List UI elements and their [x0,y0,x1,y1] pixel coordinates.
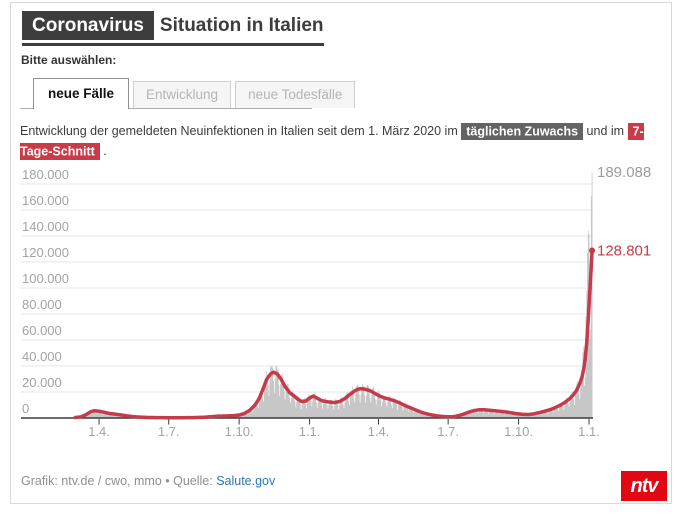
y-axis-label: 60.000 [22,323,62,338]
x-axis-label: 1.1. [578,424,600,439]
page-card: Coronavirus Situation in Italien Bitte au… [10,2,672,504]
source-link[interactable]: Salute.gov [216,474,276,488]
page-header: Coronavirus Situation in Italien [22,11,324,46]
y-axis-label: 160.000 [22,193,69,208]
description-text: Entwicklung der gemeldeten Neuinfektione… [20,124,462,138]
highlight-daily: täglichen Zuwachs [461,122,584,140]
chart-description: Entwicklung der gemeldeten Neuinfektione… [20,121,660,161]
description-text: und im [583,124,628,138]
x-axis-label: 1.7. [158,424,180,439]
x-axis-label: 1.4. [368,424,390,439]
daily-bars [74,172,593,418]
y-axis-label: 180.000 [22,167,69,182]
footer-credit: Grafik: ntv.de / cwo, mmo • Quelle: Salu… [21,474,275,488]
y-axis-label: 100.000 [22,271,69,286]
y-axis-label: 80.000 [22,297,62,312]
tab-neue-f-lle[interactable]: neue Fälle [33,78,130,109]
select-prompt: Bitte auswählen: [21,53,117,67]
x-axis-label: 1.10. [225,424,254,439]
tab-neue-todesf-lle[interactable]: neue Todesfälle [235,81,356,108]
y-axis-label: 20.000 [22,375,62,390]
x-axis-label: 1.1. [299,424,321,439]
y-axis-label: 140.000 [22,219,69,234]
x-axis-label: 1.7. [437,424,459,439]
tab-entwicklung[interactable]: Entwicklung [133,81,232,108]
ntv-logo: ntv [621,471,667,501]
avg-line [73,248,594,420]
coronavirus-badge: Coronavirus [22,11,154,40]
y-axis-label: 0 [22,401,29,416]
tab-bar: neue Fälle Entwicklung neue Todesfälle [20,78,356,109]
avg-line-endpoint [589,247,596,254]
cases-chart: 0 20.000 40.000 60.000 80.000 100.000 120.000 1… [19,164,673,457]
page-title: Situation in Italien [159,15,324,36]
annotation-daily-max: 189.088 [597,165,651,181]
credit-text: Grafik: ntv.de / cwo, mmo • Quelle: [21,474,217,488]
annotation-avg-latest: 128.801 [597,243,651,260]
x-axis-label: 1.10. [504,424,533,439]
y-axis-label: 40.000 [22,349,62,364]
cases-chart-svg: 0 20.000 40.000 60.000 80.000 100.000 120.000 1… [21,164,651,439]
x-axis-label: 1.4. [88,424,110,439]
y-axis-label: 120.000 [22,245,69,260]
ntv-logo-text: ntv [630,474,659,497]
description-text: . [99,144,107,158]
